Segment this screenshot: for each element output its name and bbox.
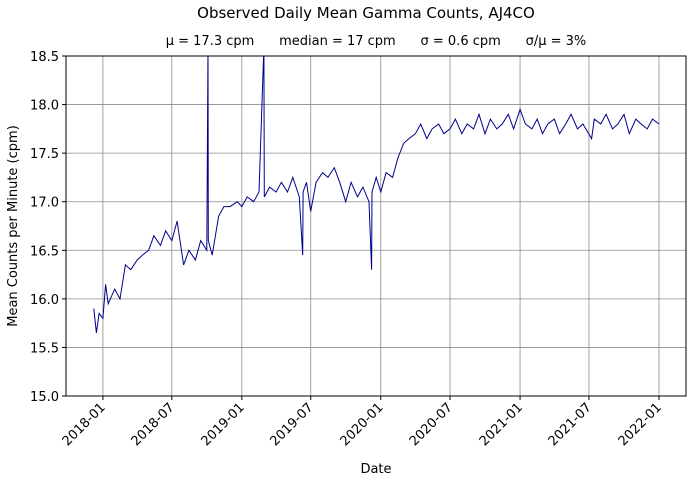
x-tick-label: 2020-01 [338,400,387,449]
x-tick-label: 2021-01 [477,400,526,449]
y-tick-label: 17.5 [30,147,59,162]
y-tick-label: 15.0 [30,390,59,405]
plot-frame [65,55,687,397]
series-line [93,56,660,333]
chart-subtitle: μ = 17.3 cpm median = 17 cpm σ = 0.6 cpm… [166,34,587,49]
x-tick-label: 2021-07 [546,400,595,449]
y-tick-label: 16.0 [30,293,59,308]
y-tick-label: 15.5 [30,341,59,356]
y-tick-label: 18.5 [30,50,59,65]
chart-title: Observed Daily Mean Gamma Counts, AJ4CO [197,4,535,22]
y-tick-label: 18.0 [30,99,59,114]
x-axis-label: Date [360,462,391,477]
grid [66,55,686,397]
y-tick-label: 17.0 [30,196,59,211]
x-tick-label: 2019-07 [268,400,317,449]
y-tick-label: 16.5 [30,244,59,259]
y-axis: 15.0 15.5 16.0 16.5 17.0 17.5 18.0 18.5 [30,50,66,405]
series-layer [93,56,660,333]
y-axis-label: Mean Counts per Minute (cpm) [6,125,21,327]
x-tick-label: 2018-07 [129,400,178,449]
x-axis: 2018-01 2018-07 2019-01 2019-07 2020-01 2020-… [60,396,665,449]
x-tick-label: 2022-01 [616,400,665,449]
x-tick-label: 2019-01 [199,400,248,449]
x-tick-label: 2020-07 [407,400,456,449]
x-tick-label: 2018-01 [60,400,109,449]
